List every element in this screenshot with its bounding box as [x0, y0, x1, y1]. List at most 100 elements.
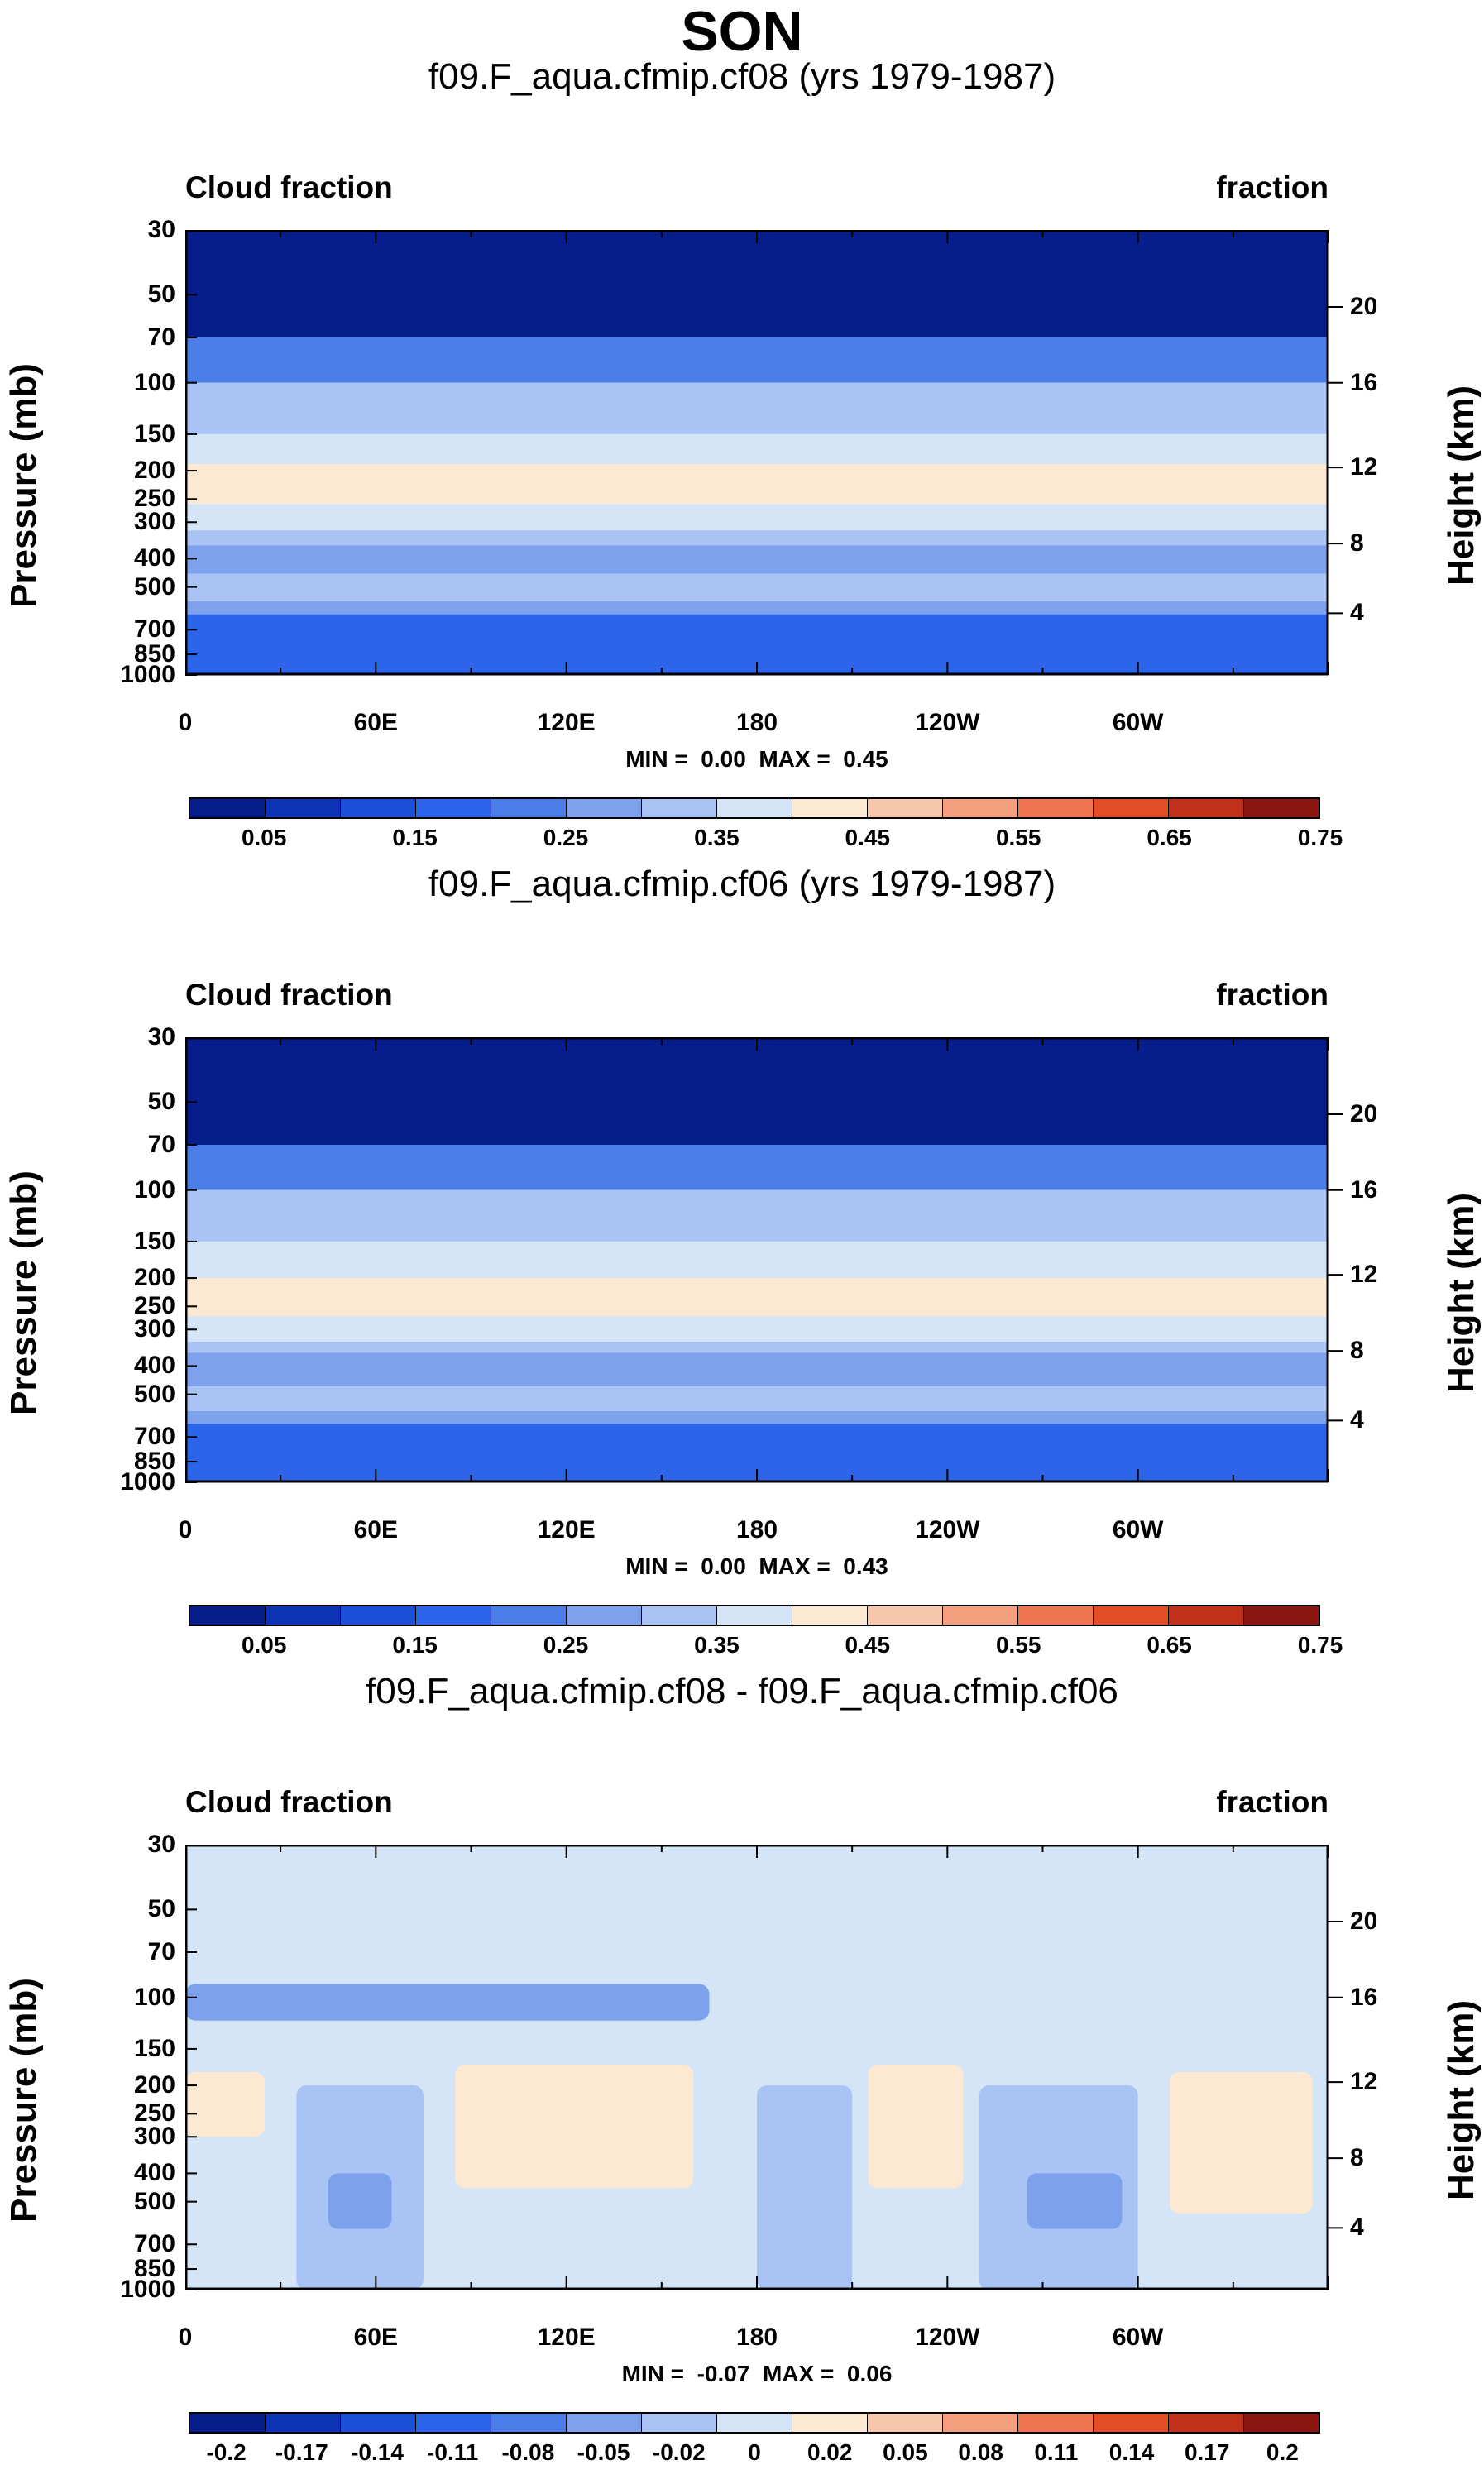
height-tick-label: 20	[1350, 1099, 1378, 1127]
colorbar-swatch	[792, 2414, 868, 2432]
colorbar-swatch	[266, 799, 341, 817]
max-value: 0.45	[843, 746, 888, 772]
contour-band	[185, 601, 1328, 615]
colorbar-label: 0.14	[1108, 2439, 1155, 2465]
pressure-tick-label: 400	[133, 1352, 175, 1380]
colorbar-swatch	[1018, 1606, 1094, 1625]
pressure-tick-label: 850	[133, 640, 175, 668]
pressure-tick-label: 30	[147, 1023, 175, 1051]
colorbar-label: -0.11	[427, 2439, 479, 2465]
pressure-tick-label: 200	[133, 1264, 175, 1292]
units-label: fraction	[1216, 1785, 1328, 1819]
colorbar-swatch	[868, 799, 943, 817]
colorbar-swatch	[717, 2414, 792, 2432]
pressure-tick-label: 150	[133, 1227, 175, 1255]
colorbar	[189, 797, 1320, 819]
colorbar-label: 0.02	[807, 2439, 853, 2465]
height-tick-label: 12	[1350, 453, 1378, 481]
height-tick-label: 8	[1350, 529, 1364, 558]
contour-region	[185, 1984, 710, 2021]
pressure-tick-label: 250	[133, 485, 175, 513]
height-tick-label: 16	[1350, 1175, 1378, 1204]
units-label: fraction	[1216, 978, 1328, 1012]
colorbar-swatch	[491, 1606, 567, 1625]
colorbar-label: -0.2	[206, 2439, 247, 2465]
x-tick-label: 60W	[1112, 1516, 1164, 1544]
x-tick-label: 180	[735, 2324, 778, 2351]
colorbar-swatch	[266, 1606, 341, 1625]
pressure-tick-label: 300	[133, 508, 175, 536]
pressure-tick-label: 850	[133, 1448, 175, 1476]
contour-region	[757, 2085, 853, 2290]
colorbar-label: 0.05	[883, 2439, 928, 2465]
colorbar-label: 0.45	[845, 825, 891, 850]
contour-band	[185, 504, 1328, 531]
min-value: 0.00	[701, 1553, 746, 1579]
plot-area	[185, 230, 1343, 676]
height-tick-label: 8	[1350, 1337, 1364, 1365]
colorbar-swatch	[943, 799, 1018, 817]
contour-region	[185, 2071, 265, 2137]
min-value: 0.00	[701, 746, 746, 772]
colorbar-swatch	[1244, 1606, 1319, 1625]
pressure-tick-label: 500	[133, 572, 175, 601]
min-max-readout: MIN = 0.00 MAX = 0.43	[426, 1554, 1088, 1579]
pressure-tick-label: 100	[133, 1175, 175, 1204]
plot-area	[185, 1845, 1343, 2290]
max-label: MAX =	[763, 2361, 835, 2386]
pressure-tick-label: 250	[133, 1292, 175, 1320]
pressure-tick-label: 1000	[120, 661, 175, 688]
contour-band	[185, 1386, 1328, 1411]
colorbar-label: 0.35	[694, 825, 740, 850]
pressure-tick-label: 150	[133, 419, 175, 448]
max-label: MAX =	[759, 1553, 831, 1579]
pressure-tick-label: 700	[133, 615, 175, 644]
panel-title: f09.F_aqua.cfmip.cf08 - f09.F_aqua.cfmip…	[366, 1671, 1118, 1711]
height-tick-label: 4	[1350, 1406, 1364, 1434]
min-label: MIN =	[625, 746, 688, 772]
pressure-tick-label: 150	[133, 2034, 175, 2062]
colorbar-swatch	[190, 1606, 266, 1625]
colorbar-swatch	[491, 2414, 567, 2432]
colorbar-label: -0.05	[577, 2439, 630, 2465]
height-tick-label: 20	[1350, 292, 1378, 320]
colorbar-swatch	[190, 2414, 266, 2432]
colorbar-label: 0.55	[995, 1632, 1041, 1658]
colorbar-label: 0.65	[1147, 825, 1192, 850]
contour-band	[185, 530, 1328, 546]
y2-axis-label: Height (km)	[1441, 385, 1482, 586]
colorbar-swatch	[1094, 799, 1169, 817]
colorbar-swatch	[567, 799, 642, 817]
colorbar-swatch	[717, 1606, 792, 1625]
x-tick-label: 120E	[537, 1516, 596, 1544]
colorbar-swatch	[868, 1606, 943, 1625]
pressure-tick-label: 70	[147, 1130, 175, 1158]
pressure-tick-label: 100	[133, 368, 175, 396]
min-max-readout: MIN = 0.00 MAX = 0.45	[426, 747, 1088, 772]
x-tick-label: 0	[178, 709, 193, 736]
min-label: MIN =	[621, 2361, 685, 2386]
colorbar-label: 0.11	[1034, 2439, 1079, 2465]
pressure-tick-label: 700	[133, 2230, 175, 2258]
contour-band	[185, 1410, 1328, 1424]
colorbar-swatch	[1244, 2414, 1319, 2432]
units-label: fraction	[1216, 170, 1328, 204]
height-tick-label: 16	[1350, 368, 1378, 396]
max-label: MAX =	[759, 746, 831, 772]
height-tick-label: 16	[1350, 1983, 1378, 2011]
colorbar-label: 0	[748, 2439, 761, 2465]
colorbar-swatch	[416, 799, 491, 817]
height-tick-label: 20	[1350, 1907, 1378, 1935]
colorbar-label: 0.2	[1266, 2439, 1299, 2465]
contour-band	[185, 1341, 1328, 1353]
pressure-tick-label: 50	[147, 280, 175, 309]
colorbar-label: 0.25	[543, 825, 589, 850]
contour-band	[185, 1144, 1328, 1190]
colorbar-label: 0.17	[1184, 2439, 1230, 2465]
pressure-tick-label: 100	[133, 1983, 175, 2011]
height-tick-label: 4	[1350, 2214, 1364, 2242]
contour-region	[1027, 2173, 1123, 2229]
pressure-tick-label: 200	[133, 2071, 175, 2099]
colorbar-swatch	[341, 1606, 416, 1625]
colorbar-swatch	[1169, 799, 1244, 817]
